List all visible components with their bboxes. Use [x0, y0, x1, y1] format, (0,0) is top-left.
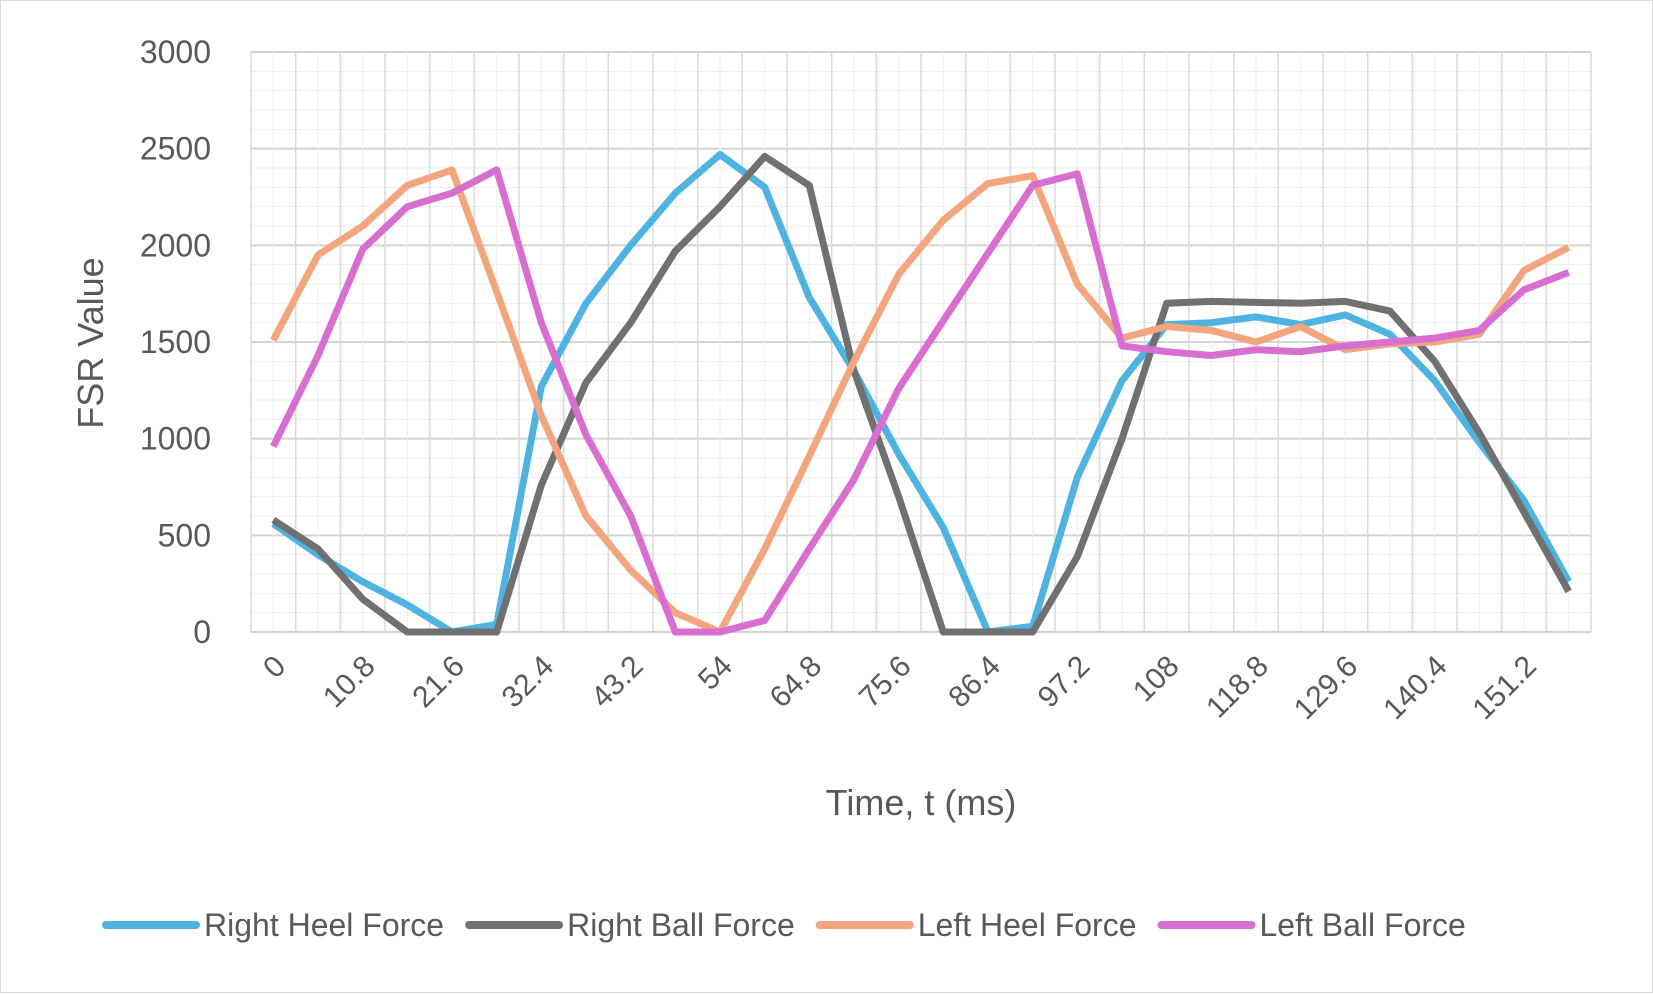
x-tick-label: 129.6 — [1288, 650, 1364, 726]
legend-label-left-heel-force: Left Heel Force — [918, 907, 1137, 943]
x-tick-label: 10.8 — [317, 650, 382, 715]
legend-label-right-heel-force: Right Heel Force — [204, 907, 444, 943]
y-tick-label: 1000 — [140, 421, 211, 457]
series-line-right-heel-force — [271, 151, 1572, 636]
x-tick-label: 32.4 — [496, 650, 561, 715]
x-tick-label: 108 — [1127, 650, 1186, 709]
series-line-right-ball-force — [271, 152, 1572, 636]
y-tick-label: 500 — [158, 517, 211, 553]
y-tick-label: 2000 — [140, 227, 211, 263]
x-tick-label: 118.8 — [1200, 650, 1275, 725]
y-axis-title: FSR Value — [70, 257, 111, 428]
legend: Right Heel Force Right Ball Force Left Hee… — [102, 907, 1466, 943]
series-lines — [270, 151, 1572, 636]
x-tick-label: 0 — [257, 650, 292, 685]
x-tick-label: 64.8 — [764, 650, 829, 715]
x-tick-label: 140.4 — [1377, 650, 1453, 726]
x-axis-ticks: 0 10.8 21.6 32.4 43.2 54 64.8 75.6 86.4 97.2 108 11… — [257, 650, 1543, 726]
x-axis-title: Time, t (ms) — [826, 782, 1017, 823]
legend-label-left-ball-force: Left Ball Force — [1260, 907, 1466, 943]
x-tick-label: 54 — [692, 650, 739, 697]
x-tick-label: 75.6 — [853, 650, 918, 715]
y-tick-label: 1500 — [140, 324, 211, 360]
y-tick-label: 2500 — [140, 131, 211, 167]
x-tick-label: 86.4 — [942, 650, 1007, 715]
x-tick-label: 43.2 — [585, 650, 650, 715]
x-tick-label: 21.6 — [406, 650, 471, 715]
y-tick-label: 3000 — [140, 34, 211, 70]
y-axis-ticks: 0 500 1000 1500 2000 2500 3000 — [140, 34, 211, 650]
legend-label-right-ball-force: Right Ball Force — [567, 907, 795, 943]
x-tick-label: 151.2 — [1467, 650, 1543, 726]
series-line-left-ball-force — [270, 166, 1570, 636]
x-tick-label: 97.2 — [1032, 650, 1097, 715]
y-tick-label: 0 — [193, 614, 211, 650]
